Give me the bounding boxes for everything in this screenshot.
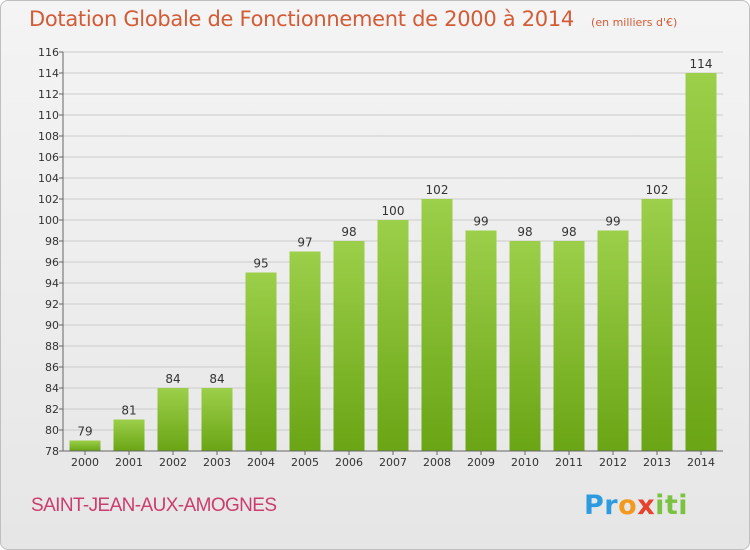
- bar: [641, 199, 673, 451]
- x-tick-label: 2005: [291, 456, 319, 469]
- y-tick-label: 96: [45, 256, 59, 269]
- bar: [69, 440, 101, 451]
- bar-value-label: 84: [165, 372, 180, 386]
- x-tick-label: 2011: [555, 456, 583, 469]
- x-tick-label: 2003: [203, 456, 231, 469]
- bar-value-label: 79: [77, 425, 92, 439]
- y-tick-label: 112: [38, 88, 59, 101]
- bar-value-label: 114: [690, 57, 713, 71]
- bar: [245, 272, 277, 451]
- x-tick-label: 2004: [247, 456, 275, 469]
- bar: [377, 220, 409, 451]
- logo-letter: x: [637, 490, 656, 521]
- bar: [157, 388, 189, 451]
- bar-value-label: 98: [561, 225, 576, 239]
- y-tick-label: 84: [45, 382, 59, 395]
- logo-letter: i: [655, 490, 665, 521]
- bar-value-label: 98: [517, 225, 532, 239]
- x-tick-label: 2001: [115, 456, 143, 469]
- proxiti-logo: Proxiti: [584, 490, 688, 521]
- x-tick-label: 2012: [599, 456, 627, 469]
- logo-letter: P: [584, 490, 605, 521]
- y-tick-label: 100: [38, 214, 59, 227]
- bar-value-label: 99: [473, 215, 488, 229]
- x-tick-label: 2010: [511, 456, 539, 469]
- y-tick-label: 86: [45, 361, 59, 374]
- y-tick-label: 90: [45, 319, 59, 332]
- bar-value-label: 97: [297, 236, 312, 250]
- y-tick-label: 78: [45, 445, 59, 458]
- bar-value-label: 100: [382, 204, 405, 218]
- logo-letter: i: [678, 490, 689, 521]
- bar: [685, 73, 717, 451]
- commune-name: SAINT-JEAN-AUX-AMOGNES: [31, 495, 277, 516]
- bar: [597, 230, 629, 451]
- logo-letter: t: [664, 490, 679, 521]
- bar: [113, 419, 145, 451]
- y-tick-label: 116: [38, 46, 59, 59]
- bar: [553, 241, 585, 451]
- chart-title: Dotation Globale de Fonctionnement de 20…: [29, 7, 574, 31]
- x-tick-label: 2013: [643, 456, 671, 469]
- y-tick-label: 102: [38, 193, 59, 206]
- title-block: Dotation Globale de Fonctionnement de 20…: [29, 7, 677, 31]
- y-tick-label: 88: [45, 340, 59, 353]
- x-tick-label: 2006: [335, 456, 363, 469]
- x-tick-label: 2000: [71, 456, 99, 469]
- y-tick-label: 110: [38, 109, 59, 122]
- x-tick-label: 2014: [687, 456, 715, 469]
- x-tick-label: 2007: [379, 456, 407, 469]
- axes: 78 80 82 84 86 88 90 92 94 96 98 100 102 104 106 108 110…: [38, 46, 723, 469]
- y-tick-label: 106: [38, 151, 59, 164]
- y-tick-label: 104: [38, 172, 59, 185]
- bar-value-label: 98: [341, 225, 356, 239]
- bar: [421, 199, 453, 451]
- bar-value-label: 81: [121, 404, 136, 418]
- chart-unit: (en milliers d'€): [591, 16, 678, 29]
- bar: [509, 241, 541, 451]
- y-tick-label: 114: [38, 67, 59, 80]
- logo-letter: o: [618, 490, 638, 521]
- bar-value-label: 102: [646, 183, 669, 197]
- y-tick-label: 94: [45, 277, 59, 290]
- bar: [201, 388, 233, 451]
- y-tick-label: 108: [38, 130, 59, 143]
- bar-value-label: 99: [605, 215, 620, 229]
- y-tick-label: 80: [45, 424, 59, 437]
- y-tick-label: 92: [45, 298, 59, 311]
- bars: 79 81 84 84 95 97 98 100 102 99 98 98 99 102 114: [69, 57, 717, 451]
- x-tick-label: 2002: [159, 456, 187, 469]
- x-tick-label: 2009: [467, 456, 495, 469]
- bar: [333, 241, 365, 451]
- bar-value-label: 95: [253, 257, 268, 271]
- y-tick-label: 82: [45, 403, 59, 416]
- bar: [289, 251, 321, 451]
- bar-value-label: 102: [426, 183, 449, 197]
- logo-letter: r: [604, 490, 619, 521]
- bar: [465, 230, 497, 451]
- x-tick-label: 2008: [423, 456, 451, 469]
- bar-value-label: 84: [209, 372, 224, 386]
- y-tick-label: 98: [45, 235, 59, 248]
